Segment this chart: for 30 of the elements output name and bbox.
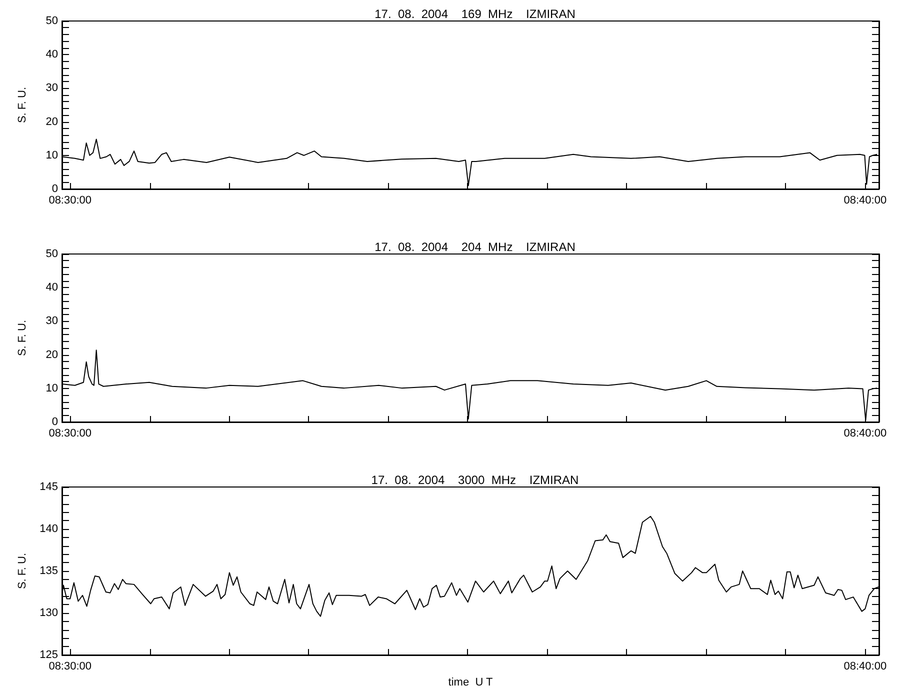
y-tick-label: 10 — [46, 149, 58, 162]
y-tick-label: 130 — [40, 607, 58, 619]
y-tick-label: 30 — [46, 82, 58, 94]
x-tick-label: 08:30:00 — [48, 428, 92, 440]
y-axis-title: S. F. U. — [16, 86, 28, 124]
y-tick-label: 20 — [46, 348, 58, 361]
y-axis-title: S. F. U. — [16, 320, 28, 356]
x-tick-label: 08:30:00 — [48, 660, 92, 672]
y-tick-label: 135 — [40, 565, 58, 577]
y-tick-label: 145 — [40, 481, 58, 493]
y-tick-label: 50 — [46, 248, 58, 260]
y-tick-label: 50 — [46, 15, 58, 27]
y-tick-label: 30 — [46, 315, 58, 328]
x-tick-label: 08:30:00 — [48, 194, 92, 206]
y-tick-label: 40 — [46, 48, 58, 61]
chart-title: 17. 08. 2004 204 MHz IZMIRAN — [374, 240, 576, 254]
y-tick-label: 0 — [52, 183, 58, 195]
chart-title: 17. 08. 2004 169 MHz IZMIRAN — [374, 7, 576, 21]
y-tick-label: 40 — [46, 282, 58, 294]
y-tick-label: 140 — [40, 523, 58, 535]
x-axis-title: time U T — [448, 676, 493, 688]
x-tick-label: 08:40:00 — [844, 194, 887, 206]
y-tick-label: 125 — [40, 649, 58, 661]
chart-title: 17. 08. 2004 3000 MHz IZMIRAN — [371, 473, 579, 487]
y-tick-label: 10 — [46, 382, 58, 394]
y-tick-label: 0 — [52, 416, 58, 428]
y-axis-title: S. F. U. — [16, 552, 28, 590]
x-tick-label: 08:40:00 — [844, 428, 887, 440]
y-tick-label: 20 — [46, 116, 58, 128]
x-tick-label: 08:40:00 — [844, 660, 887, 672]
